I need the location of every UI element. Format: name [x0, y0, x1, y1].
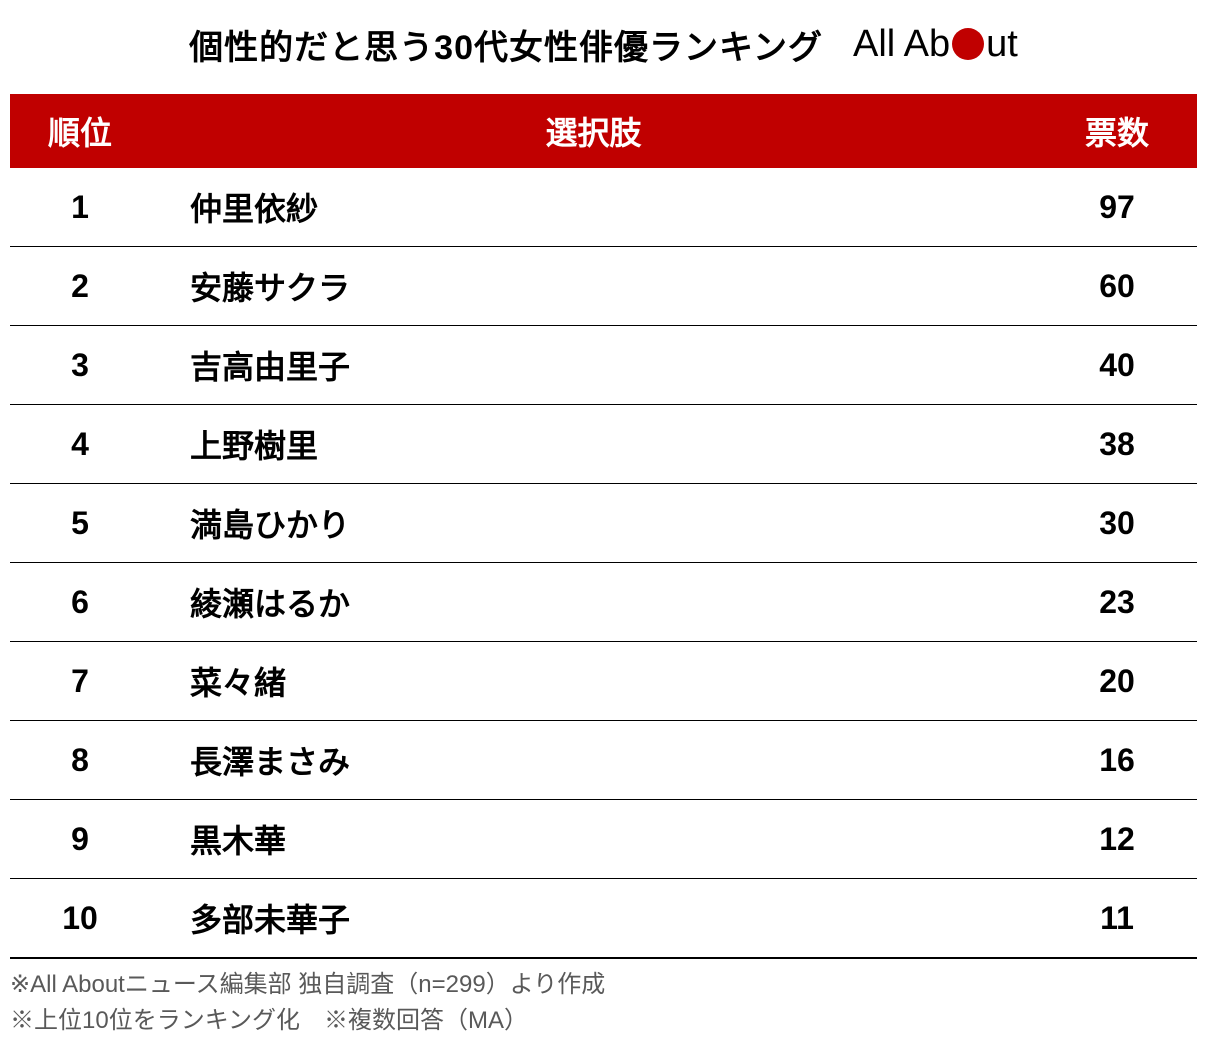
logo: All Ab ut [853, 23, 1018, 66]
table-row: 8 長澤まさみ 16 [10, 721, 1197, 800]
cell-votes: 23 [1037, 563, 1197, 642]
cell-rank: 10 [10, 879, 150, 959]
cell-votes: 12 [1037, 800, 1197, 879]
cell-rank: 3 [10, 326, 150, 405]
footnote-line: ※上位10位をランキング化 ※複数回答（MA） [10, 1003, 1197, 1039]
table-row: 6 綾瀬はるか 23 [10, 563, 1197, 642]
cell-name: 菜々緒 [150, 642, 1037, 721]
cell-votes: 40 [1037, 326, 1197, 405]
table-row: 1 仲里依紗 97 [10, 168, 1197, 247]
cell-rank: 2 [10, 247, 150, 326]
cell-name: 多部未華子 [150, 879, 1037, 959]
table-row: 5 満島ひかり 30 [10, 484, 1197, 563]
table-header: 順位 選択肢 票数 [10, 94, 1197, 168]
cell-name: 仲里依紗 [150, 168, 1037, 247]
cell-rank: 4 [10, 405, 150, 484]
cell-name: 満島ひかり [150, 484, 1037, 563]
cell-votes: 11 [1037, 879, 1197, 959]
column-header-votes: 票数 [1037, 94, 1197, 168]
footnotes: ※All Aboutニュース編集部 独自調査（n=299）より作成 ※上位10位… [10, 967, 1197, 1039]
cell-rank: 7 [10, 642, 150, 721]
header: 個性的だと思う30代女性俳優ランキング All Ab ut [10, 20, 1197, 69]
table-row: 4 上野樹里 38 [10, 405, 1197, 484]
cell-rank: 1 [10, 168, 150, 247]
cell-rank: 5 [10, 484, 150, 563]
table-row: 2 安藤サクラ 60 [10, 247, 1197, 326]
cell-name: 綾瀬はるか [150, 563, 1037, 642]
cell-votes: 20 [1037, 642, 1197, 721]
logo-dot-icon [952, 28, 984, 60]
cell-name: 黒木華 [150, 800, 1037, 879]
column-header-rank: 順位 [10, 94, 150, 168]
cell-name: 安藤サクラ [150, 247, 1037, 326]
cell-name: 長澤まさみ [150, 721, 1037, 800]
table-row: 3 吉高由里子 40 [10, 326, 1197, 405]
table-row: 7 菜々緒 20 [10, 642, 1197, 721]
cell-votes: 16 [1037, 721, 1197, 800]
cell-votes: 30 [1037, 484, 1197, 563]
cell-rank: 9 [10, 800, 150, 879]
logo-text-after: ut [986, 23, 1018, 66]
footnote-line: ※All Aboutニュース編集部 独自調査（n=299）より作成 [10, 967, 1197, 1003]
cell-name: 吉高由里子 [150, 326, 1037, 405]
page-title: 個性的だと思う30代女性俳優ランキング [189, 20, 823, 69]
table-row: 10 多部未華子 11 [10, 879, 1197, 959]
cell-rank: 6 [10, 563, 150, 642]
logo-text-before: All Ab [853, 23, 950, 66]
cell-name: 上野樹里 [150, 405, 1037, 484]
cell-rank: 8 [10, 721, 150, 800]
cell-votes: 38 [1037, 405, 1197, 484]
column-header-name: 選択肢 [150, 94, 1037, 168]
cell-votes: 60 [1037, 247, 1197, 326]
table-row: 9 黒木華 12 [10, 800, 1197, 879]
table-body: 1 仲里依紗 97 2 安藤サクラ 60 3 吉高由里子 40 4 上野樹里 3… [10, 168, 1197, 958]
cell-votes: 97 [1037, 168, 1197, 247]
ranking-table: 順位 選択肢 票数 1 仲里依紗 97 2 安藤サクラ 60 3 吉高由里子 4… [10, 94, 1197, 959]
